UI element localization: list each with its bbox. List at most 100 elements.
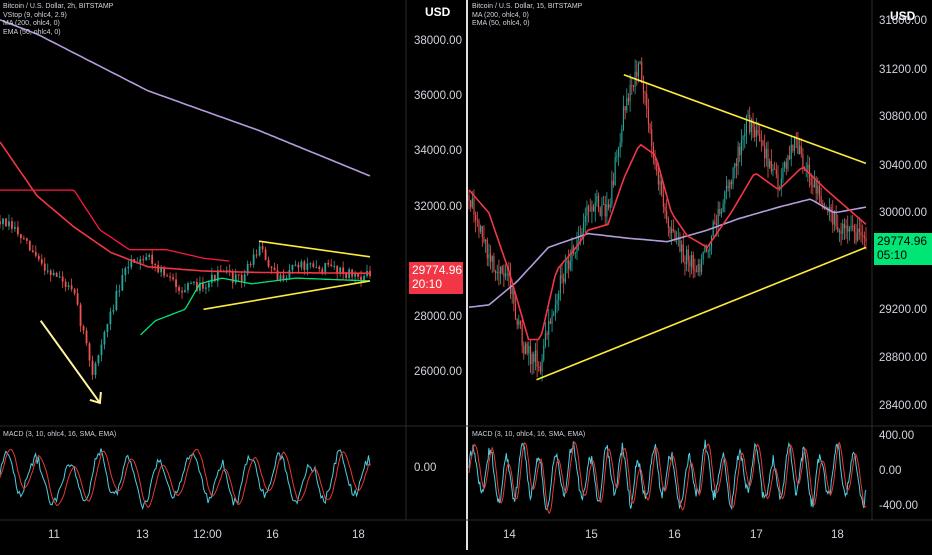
candle-body: [865, 237, 867, 242]
candle-body: [488, 254, 490, 259]
candle-body: [581, 232, 583, 237]
candle-body: [19, 234, 22, 239]
candle-body: [689, 260, 691, 267]
candle-body: [724, 191, 726, 204]
candle-body: [2, 218, 4, 225]
candle-body: [641, 61, 643, 83]
candle-body: [807, 164, 809, 171]
candle-body: [207, 282, 210, 288]
candle-body: [662, 194, 664, 207]
candle-body: [863, 235, 865, 238]
candle-body: [246, 264, 249, 275]
left-ma200-line: [0, 19, 371, 177]
candle-body: [508, 273, 510, 276]
candle-body: [267, 259, 270, 267]
candle-body: [300, 261, 303, 268]
candle-body: [166, 275, 168, 277]
candle-body: [91, 360, 94, 375]
candle-body: [627, 98, 630, 102]
candle-body: [282, 275, 285, 280]
candle-body: [752, 119, 754, 127]
candle-body: [705, 247, 708, 252]
candle-body: [666, 210, 668, 220]
candle-body: [694, 269, 696, 272]
right-currency-label[interactable]: USD: [890, 9, 916, 23]
candle-body: [534, 350, 536, 362]
left-price-tick: 38000.00: [414, 35, 462, 47]
right-signal-line: [468, 441, 867, 515]
candle-body: [163, 267, 166, 276]
left-countdown: 20:10: [412, 277, 443, 291]
candle-body: [115, 291, 118, 310]
candle-body: [486, 239, 488, 259]
candle-body: [82, 326, 85, 331]
candle-body: [810, 177, 812, 185]
candle-body: [504, 273, 507, 277]
candle-body: [17, 227, 19, 235]
candle-body: [591, 206, 593, 212]
candle-body: [541, 359, 543, 372]
right-x-tick: 16: [668, 529, 681, 541]
candle-body: [333, 265, 336, 267]
candle-body: [43, 263, 46, 271]
candle-body: [270, 266, 273, 268]
left-title: Bitcoin / U.S. Dollar, 2h, BITSTAMP: [3, 3, 114, 10]
candle-body: [626, 98, 628, 111]
left-indicator-vstop: VStop (9, ohlc4, 2.9): [3, 11, 67, 19]
candle-body: [231, 272, 234, 283]
candle-body: [554, 304, 556, 314]
candle-body: [656, 164, 658, 172]
candle-body: [279, 275, 282, 280]
candle-body: [837, 226, 839, 232]
candle-body: [789, 155, 791, 160]
left-macd-line: [0, 448, 371, 511]
candle-body: [543, 345, 545, 360]
candle-body: [240, 275, 243, 282]
candle-body: [842, 223, 844, 234]
right-macd-tick: -400.00: [879, 500, 919, 512]
candle-body: [845, 225, 847, 229]
candle-body: [847, 225, 849, 232]
candle-body: [5, 218, 7, 227]
candle-body: [709, 246, 711, 252]
candle-body: [237, 274, 240, 276]
left-currency-label[interactable]: USD: [425, 5, 451, 19]
candle-body: [858, 228, 860, 233]
candle-body: [602, 204, 605, 206]
candle-body: [285, 277, 288, 280]
candle-body: [249, 264, 252, 266]
candle-body: [139, 259, 142, 263]
candle-body: [797, 139, 799, 154]
left-arrow-head: [89, 391, 102, 405]
candle-body: [31, 250, 34, 253]
candle-body: [833, 211, 835, 225]
candle-body: [514, 303, 517, 320]
candle-body: [145, 256, 148, 261]
right-ma200-line: [468, 198, 867, 308]
candle-body: [692, 254, 694, 270]
candle-body: [151, 254, 154, 264]
right-last-price: 29774.96: [877, 234, 928, 248]
candle-body: [318, 266, 321, 270]
candle-body: [503, 273, 505, 277]
candle-body: [67, 285, 70, 287]
candle-body: [485, 239, 487, 242]
left-ema50-line: [0, 141, 370, 275]
candle-body: [551, 315, 553, 324]
right-trend-line: [623, 74, 867, 165]
candle-body: [742, 136, 744, 140]
left-macd-title: MACD (3, 10, ohlc4, 16, SMA, EMA): [3, 431, 117, 438]
candle-body: [175, 279, 177, 288]
right-trend-line: [536, 246, 867, 381]
candle-body: [611, 180, 613, 205]
left-price-tick: 34000.00: [414, 145, 462, 157]
candle-body: [574, 252, 576, 254]
candle-body: [199, 282, 201, 291]
candle-body: [553, 313, 555, 316]
candle-body: [817, 185, 819, 194]
left-macd-tick: 0.00: [414, 462, 437, 474]
candle-body: [471, 197, 473, 208]
candle-body: [548, 320, 550, 335]
candle-body: [612, 180, 615, 185]
